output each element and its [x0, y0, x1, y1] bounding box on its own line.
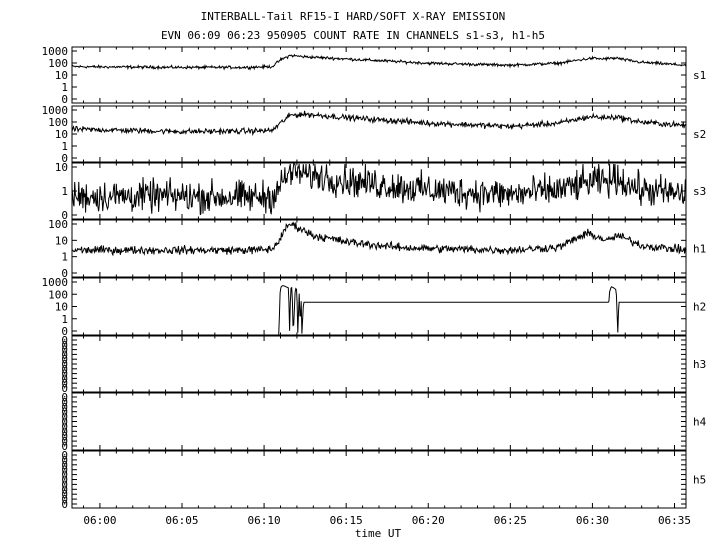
y-tick-label: 1000 — [42, 104, 69, 117]
y-tick-label: 1 — [61, 185, 68, 198]
panel-frame — [71, 392, 687, 451]
trace-s3 — [71, 163, 687, 216]
y-tick-label: 0 — [61, 325, 68, 338]
x-tick-label: 06:15 — [330, 514, 363, 527]
channel-label-s3: s3 — [693, 185, 706, 198]
y-tick-label: 100 — [48, 288, 68, 301]
y-tick-label: 0 — [61, 391, 68, 404]
trace-h2 — [72, 285, 686, 336]
y-tick-label: 0 — [61, 488, 68, 501]
y-tick-label: 0 — [61, 416, 68, 429]
channel-label-h3: h3 — [693, 358, 706, 371]
x-axis-label: time UT — [355, 527, 402, 540]
y-tick-label: 10 — [55, 301, 68, 314]
trace-s1 — [71, 53, 687, 71]
y-tick-label: 0 — [61, 449, 68, 462]
y-tick-label: 0 — [61, 372, 68, 385]
y-tick-label: 0 — [61, 454, 68, 467]
y-tick-label: 0 — [61, 348, 68, 361]
y-tick-label: 0 — [61, 469, 68, 482]
y-tick-label: 10 — [55, 69, 68, 82]
y-tick-label: 0 — [61, 474, 68, 487]
y-tick-label: 0 — [61, 498, 68, 511]
chart-subtitle: EVN 06:09 06:23 950905 COUNT RATE IN CHA… — [161, 29, 545, 42]
chart-title: INTERBALL-Tail RF15-I HARD/SOFT X-RAY EM… — [201, 10, 506, 23]
y-tick-label: 0 — [61, 93, 68, 106]
x-tick-label: 06:25 — [494, 514, 527, 527]
y-tick-label: 0 — [61, 334, 68, 347]
y-tick-label: 1000 — [42, 45, 69, 58]
x-tick-label: 06:10 — [248, 514, 281, 527]
y-tick-label: 0 — [61, 353, 68, 366]
panel-frame — [71, 105, 687, 163]
channel-label-h5: h5 — [693, 474, 706, 487]
x-axis: 06:00 06:05 06:10 06:15 06:20 06:25 06:30 06:35 — [83, 514, 691, 527]
channel-label-h2: h2 — [693, 301, 706, 314]
y-tick-label: 0 — [61, 430, 68, 443]
y-tick-label: 0 — [61, 435, 68, 448]
y-tick-label: 0 — [61, 464, 68, 477]
y-tick-label: 0 — [61, 339, 68, 352]
x-tick-label: 06:30 — [576, 514, 609, 527]
y-tick-label: 0 — [61, 344, 68, 357]
y-tick-label: 0 — [61, 425, 68, 438]
y-tick-label: 0 — [61, 363, 68, 376]
panel-frame — [71, 219, 687, 278]
x-tick-label: 06:05 — [165, 514, 198, 527]
panel-frame — [71, 277, 687, 336]
channel-label-h4: h4 — [693, 416, 707, 429]
y-tick-label: 0 — [61, 209, 68, 222]
y-tick-label: 1 — [61, 251, 68, 264]
panel-frame — [71, 450, 687, 509]
y-tick-label: 0 — [61, 411, 68, 424]
y-tick-label: 0 — [61, 459, 68, 472]
y-tick-label: 0 — [61, 396, 68, 409]
y-tick-label: 0 — [61, 368, 68, 381]
channel-label-s2: s2 — [693, 128, 706, 141]
y-tick-label: 0 — [61, 382, 68, 395]
channel-label-s1: s1 — [693, 69, 706, 82]
y-tick-label: 1 — [61, 313, 68, 326]
y-tick-label: 0 — [61, 440, 68, 453]
y-tick-label: 0 — [61, 377, 68, 390]
y-tick-label: 0 — [61, 420, 68, 433]
y-tick-label: 10 — [55, 234, 68, 247]
y-tick-label: 0 — [61, 493, 68, 506]
trace-s2 — [71, 110, 687, 137]
y-tick-label: 0 — [61, 406, 68, 419]
x-tick-label: 06:00 — [83, 514, 116, 527]
panel-frame — [71, 46, 687, 104]
y-tick-label: 0 — [61, 478, 68, 491]
y-tick-label: 10 — [55, 161, 68, 174]
y-tick-label: 0 — [61, 152, 68, 165]
panel-frame — [71, 335, 687, 393]
y-tick-label: 1000 — [42, 276, 69, 289]
channel-label-h1: h1 — [693, 243, 706, 256]
x-tick-label: 06:35 — [658, 514, 691, 527]
y-tick-label: 1 — [61, 140, 68, 153]
y-tick-label: 1 — [61, 81, 68, 94]
y-tick-label: 100 — [48, 218, 68, 231]
y-tick-label: 10 — [55, 128, 68, 141]
y-tick-label: 100 — [48, 116, 68, 129]
trace-h1 — [71, 221, 686, 257]
y-tick-label: 0 — [61, 267, 68, 280]
panels-group: 10001001010s110001001010s21010s31001010h… — [42, 45, 707, 511]
y-tick-label: 0 — [61, 483, 68, 496]
y-tick-label: 0 — [61, 358, 68, 371]
y-tick-label: 0 — [61, 401, 68, 414]
y-tick-label: 100 — [48, 57, 68, 70]
x-tick-label: 06:20 — [412, 514, 445, 527]
